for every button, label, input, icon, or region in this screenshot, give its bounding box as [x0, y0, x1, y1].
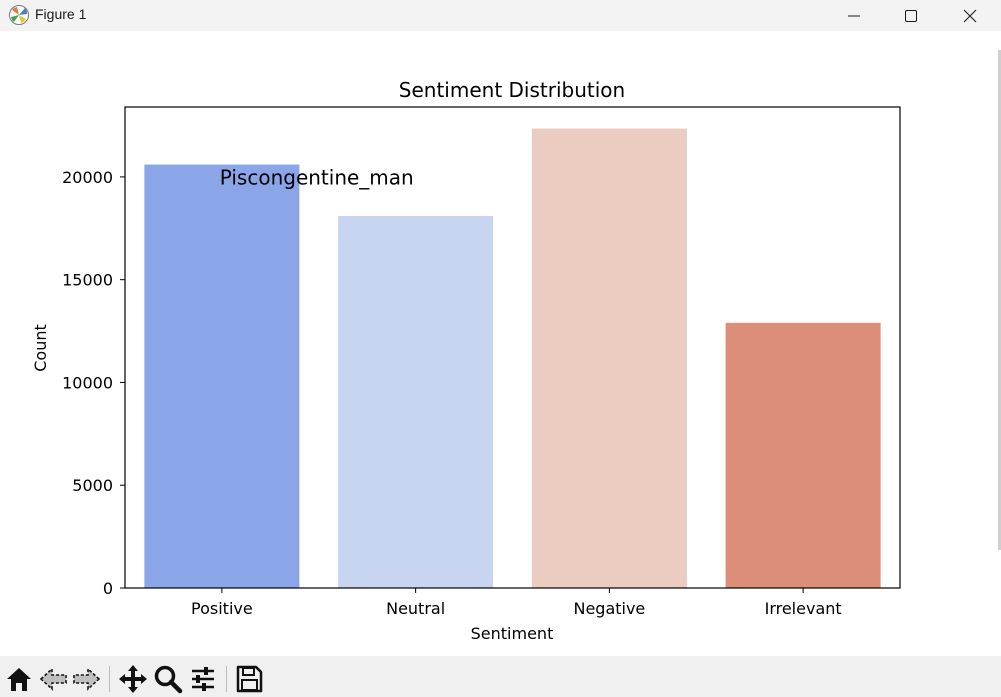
- bar-irrelevant: [725, 322, 881, 588]
- pan-icon: [119, 665, 147, 693]
- x-axis-label: Sentiment: [471, 624, 554, 643]
- y-tick-label: 20000: [62, 168, 113, 187]
- y-tick-label: 5000: [72, 476, 113, 495]
- chart-annotation: Piscongentine_man: [220, 166, 414, 190]
- chart-title: Sentiment Distribution: [399, 78, 625, 102]
- toolbar-separator: [109, 666, 110, 692]
- close-icon: [963, 9, 977, 22]
- y-tick-label: 0: [103, 579, 113, 598]
- back-button[interactable]: [39, 664, 69, 694]
- forward-arrow-icon: [73, 667, 101, 691]
- window-edge: [998, 50, 1001, 550]
- maximize-icon: [905, 9, 917, 22]
- matplotlib-logo-icon: [9, 5, 29, 25]
- bar-positive: [144, 164, 300, 589]
- forward-button[interactable]: [71, 664, 101, 694]
- axes-frame: [124, 106, 901, 589]
- x-tick-label: Positive: [191, 599, 253, 618]
- bar-chart: Sentiment Distribution 0 5000 10000 15000 20…: [31, 78, 901, 643]
- bar-negative: [531, 128, 687, 588]
- x-tick-label: Negative: [573, 599, 645, 618]
- figure-canvas[interactable]: Sentiment Distribution 0 5000 10000 15000 20…: [0, 31, 1001, 656]
- home-icon: [7, 668, 31, 691]
- minimize-button[interactable]: [825, 0, 883, 31]
- maximize-button[interactable]: [882, 0, 940, 31]
- configure-subplots-icon: [192, 667, 214, 691]
- zoom-icon: [154, 665, 183, 694]
- close-button[interactable]: [941, 0, 999, 31]
- zoom-button[interactable]: [153, 664, 183, 694]
- pan-button[interactable]: [118, 664, 148, 694]
- bar-neutral: [338, 215, 494, 588]
- back-arrow-icon: [39, 667, 67, 691]
- y-tick-label: 10000: [62, 373, 113, 392]
- navigation-toolbar: [0, 656, 1001, 697]
- save-button[interactable]: [234, 664, 264, 694]
- toolbar-separator: [226, 666, 227, 692]
- configure-subplots-button[interactable]: [188, 664, 218, 694]
- home-button[interactable]: [4, 664, 34, 694]
- window-title: Figure 1: [35, 6, 87, 22]
- minimize-icon: [848, 15, 860, 16]
- save-icon: [236, 665, 263, 693]
- window-titlebar: Figure 1: [0, 0, 1001, 31]
- y-axis-label: Count: [31, 324, 50, 372]
- y-tick-label: 15000: [62, 271, 113, 290]
- x-tick-label: Irrelevant: [765, 599, 842, 618]
- x-tick-label: Neutral: [386, 599, 445, 618]
